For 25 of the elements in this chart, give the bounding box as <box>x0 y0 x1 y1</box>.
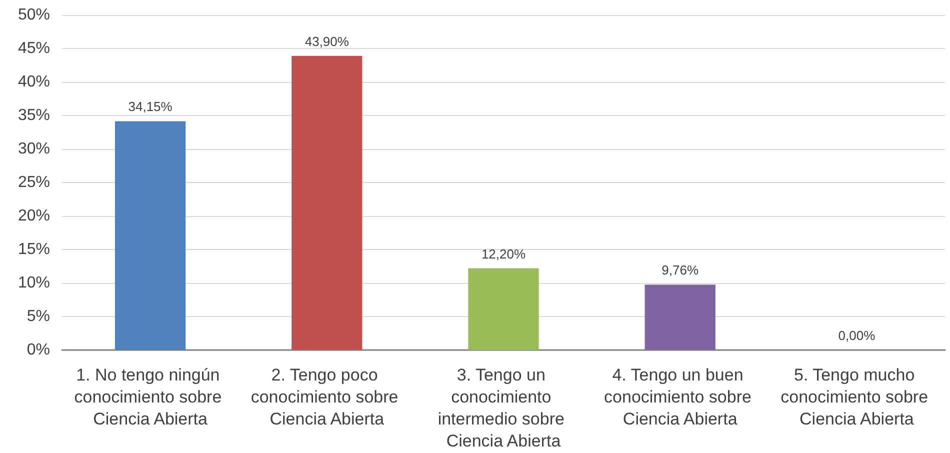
data-label: 0,00% <box>838 328 876 343</box>
y-tick-label: 10% <box>18 274 50 292</box>
y-tick-label: 50% <box>18 6 50 24</box>
bar <box>468 268 539 350</box>
bar <box>292 56 362 350</box>
bar <box>114 121 186 350</box>
x-tick-label: 3. Tengo un conocimiento intermedio sobre Ciencia Abierta <box>438 366 570 450</box>
data-label: 43,90% <box>304 34 350 49</box>
y-tick-label: 35% <box>18 107 50 124</box>
y-tick-label: 0% <box>26 342 50 358</box>
x-tick-label: 5. Tengo mucho conocimiento sobre Ciencia Abierta <box>780 366 933 428</box>
x-tick-label: 1. No tengo ningún conocimiento sobre Ciencia Abierta <box>74 366 226 428</box>
bar <box>644 284 716 350</box>
y-tick-label: 25% <box>18 174 50 191</box>
data-label: 12,20% <box>481 246 526 262</box>
x-tick-label: 2. Tengo poco conocimiento sobre Ciencia Abierta <box>250 366 403 428</box>
x-tick-label: 4. Tengo un buen conocimiento sobre Ciencia Abierta <box>604 366 756 428</box>
data-label: 9,76% <box>662 262 699 278</box>
y-tick-label: 40% <box>18 74 50 90</box>
y-tick-label: 5% <box>26 308 50 325</box>
y-tick-label: 30% <box>18 140 50 158</box>
y-tick-label: 45% <box>18 40 50 57</box>
data-label: 34,15% <box>128 99 173 114</box>
y-tick-label: 20% <box>18 208 50 224</box>
y-tick-label: 15% <box>18 241 50 258</box>
